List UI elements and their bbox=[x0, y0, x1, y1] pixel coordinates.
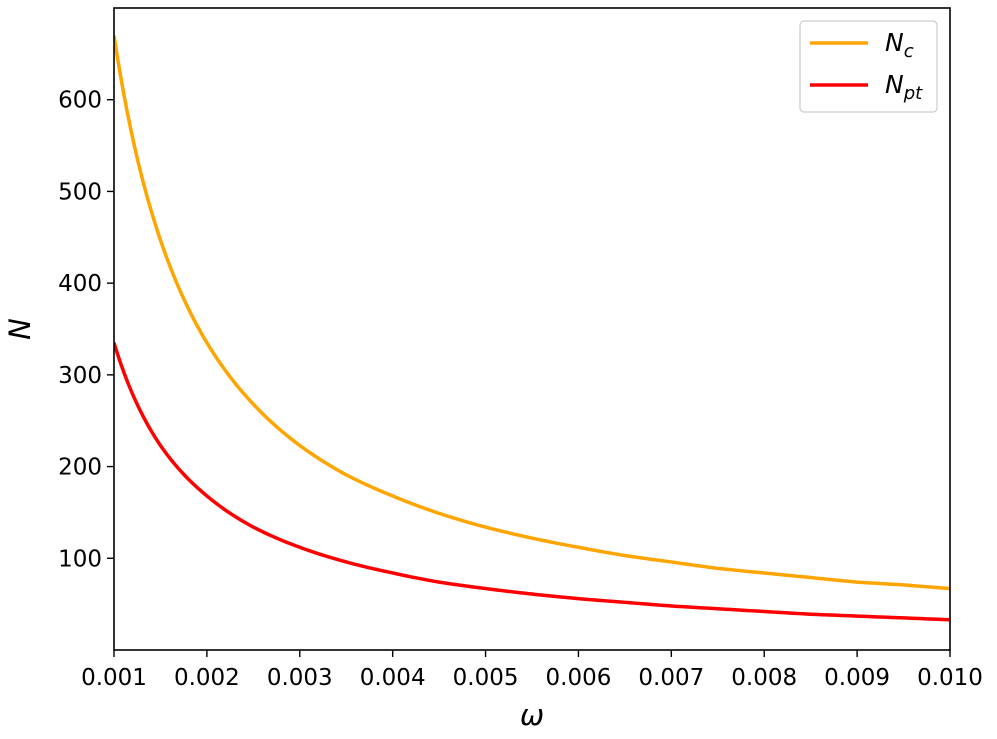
x-tick-label: 0.004 bbox=[360, 665, 426, 691]
y-tick-label: 200 bbox=[58, 455, 102, 481]
x-tick-label: 0.007 bbox=[638, 665, 704, 691]
x-tick-label: 0.008 bbox=[731, 665, 797, 691]
x-tick-label: 0.002 bbox=[174, 665, 240, 691]
legend-label-nc-base: N bbox=[885, 28, 904, 57]
y-tick-label: 400 bbox=[58, 271, 102, 297]
y-tick-label: 500 bbox=[58, 179, 102, 205]
y-tick-label: 100 bbox=[58, 546, 102, 572]
x-tick-label: 0.001 bbox=[81, 665, 147, 691]
y-tick-label: 300 bbox=[58, 363, 102, 389]
y-axis-label: N bbox=[3, 318, 37, 340]
series-line-npt bbox=[114, 342, 950, 622]
series-line-nc bbox=[114, 35, 950, 591]
plot-background bbox=[114, 8, 950, 650]
x-tick-label: 0.005 bbox=[453, 665, 519, 691]
legend-label-nc: Nc bbox=[885, 28, 914, 62]
x-tick-label: 0.003 bbox=[267, 665, 333, 691]
x-tick-label: 0.006 bbox=[546, 665, 612, 691]
x-axis-ticks: 0.001 0.002 0.003 0.004 0.005 0.006 0.007 0.008… bbox=[81, 650, 983, 691]
legend-label-npt: Npt bbox=[885, 70, 923, 104]
y-tick-label: 600 bbox=[58, 88, 102, 114]
x-tick-label: 0.010 bbox=[917, 665, 983, 691]
plot-frame bbox=[113, 7, 951, 651]
x-axis-label: ω bbox=[520, 698, 544, 732]
x-tick-label: 0.009 bbox=[824, 665, 890, 691]
legend-label-npt-base: N bbox=[885, 70, 904, 99]
legend: Nc Npt bbox=[799, 20, 938, 113]
legend-label-nc-sub: c bbox=[904, 41, 914, 62]
y-axis-ticks: 100 200 300 400 500 600 bbox=[58, 88, 114, 572]
series-layer bbox=[114, 35, 950, 622]
legend-label-npt-sub: pt bbox=[903, 83, 923, 104]
